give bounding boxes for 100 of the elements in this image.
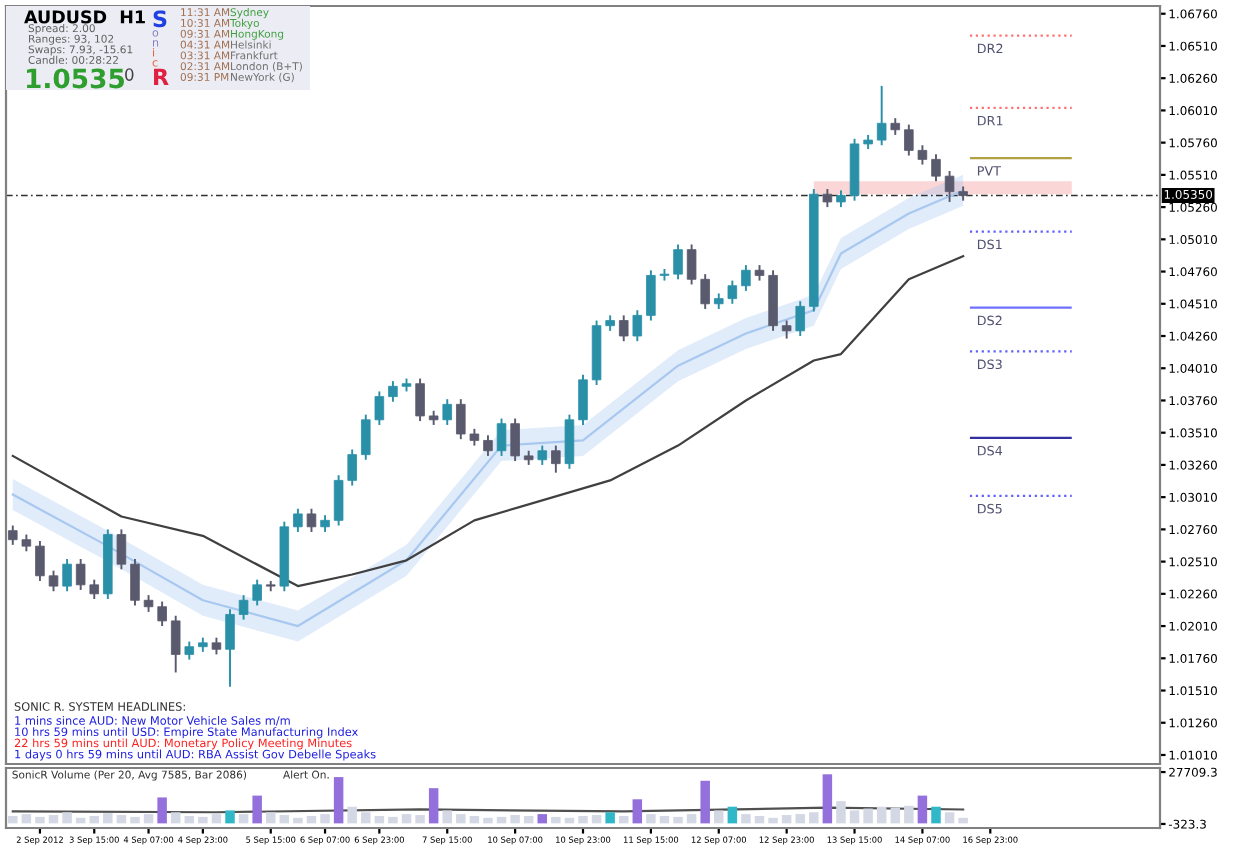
bar xyxy=(35,816,45,824)
candlestick xyxy=(822,188,833,209)
candlestick xyxy=(415,377,425,423)
candlestick xyxy=(795,300,805,337)
bar xyxy=(293,817,303,824)
bar xyxy=(415,815,425,824)
bar xyxy=(876,806,887,824)
bar xyxy=(537,814,548,824)
candlestick xyxy=(184,640,195,661)
bar xyxy=(836,801,846,824)
bar xyxy=(238,814,249,824)
bar xyxy=(265,812,276,824)
candlestick xyxy=(388,380,398,403)
bar xyxy=(306,815,317,824)
bar xyxy=(143,814,154,824)
bar xyxy=(333,777,344,824)
bar xyxy=(225,810,235,824)
bar xyxy=(320,814,330,824)
bar xyxy=(62,812,72,824)
candlestick xyxy=(551,444,561,474)
bar xyxy=(442,810,452,824)
bar xyxy=(401,814,412,824)
bar xyxy=(211,814,222,824)
bar xyxy=(686,814,697,824)
bar xyxy=(944,812,955,824)
bar xyxy=(849,810,860,824)
bar xyxy=(48,815,59,824)
bar xyxy=(605,812,615,824)
bar xyxy=(768,817,778,824)
bar xyxy=(781,815,792,824)
bar xyxy=(252,795,262,824)
bar xyxy=(863,808,873,824)
bar xyxy=(469,815,480,824)
candlestick xyxy=(578,373,588,426)
bar xyxy=(374,815,385,824)
candlestick xyxy=(306,507,317,533)
bar xyxy=(741,814,751,824)
bar xyxy=(632,799,643,824)
annotation: 0 xyxy=(125,68,134,81)
candlestick xyxy=(741,264,751,292)
line-series xyxy=(11,254,965,588)
bar xyxy=(618,815,629,824)
bar xyxy=(523,815,534,824)
bar xyxy=(157,797,167,824)
candlestick xyxy=(510,417,520,463)
bar xyxy=(931,806,941,824)
candlestick xyxy=(618,314,629,343)
bar xyxy=(551,816,561,824)
candlestick xyxy=(170,614,181,674)
bar xyxy=(21,814,32,824)
bar xyxy=(700,780,710,824)
candlestick xyxy=(673,243,683,281)
bar xyxy=(890,807,901,824)
candlestick xyxy=(130,558,140,607)
candlestick xyxy=(116,528,127,571)
bar xyxy=(795,814,805,824)
bar xyxy=(958,817,968,824)
bar xyxy=(483,817,493,824)
annotation: S xyxy=(153,10,167,28)
candlestick xyxy=(632,309,643,343)
bar xyxy=(578,815,588,824)
candlestick xyxy=(564,413,575,470)
bar xyxy=(591,815,602,824)
candlestick xyxy=(442,398,452,426)
bar xyxy=(917,795,928,824)
bar xyxy=(714,810,724,824)
bar xyxy=(659,815,670,824)
candlestick xyxy=(876,84,887,147)
candlestick xyxy=(781,319,792,340)
bar xyxy=(361,812,371,824)
candlestick xyxy=(537,444,548,466)
candlestick xyxy=(225,608,235,688)
annotation: R xyxy=(154,68,169,85)
bar xyxy=(646,814,656,824)
bar xyxy=(103,813,113,824)
bar xyxy=(822,774,833,824)
bar xyxy=(809,812,819,824)
bar xyxy=(754,815,765,824)
annotation: AUDUSD H1 xyxy=(24,10,145,24)
bar xyxy=(116,815,127,824)
bar xyxy=(727,806,738,824)
bar xyxy=(673,816,683,824)
bar xyxy=(904,805,914,824)
bar xyxy=(428,788,439,824)
bar xyxy=(347,806,357,824)
bar xyxy=(8,815,18,824)
annotation: 1.0535 xyxy=(26,68,124,89)
bar xyxy=(170,812,181,824)
candlestick xyxy=(35,540,45,582)
candlestick xyxy=(483,434,493,457)
candlestick xyxy=(48,569,59,593)
bar xyxy=(89,815,99,824)
candlestick xyxy=(931,153,941,183)
bar xyxy=(184,815,195,824)
bar xyxy=(388,816,398,824)
candlestick xyxy=(62,558,72,593)
candlestick xyxy=(496,417,507,457)
candlestick xyxy=(293,507,303,533)
bar xyxy=(130,816,140,824)
bar xyxy=(198,816,208,824)
